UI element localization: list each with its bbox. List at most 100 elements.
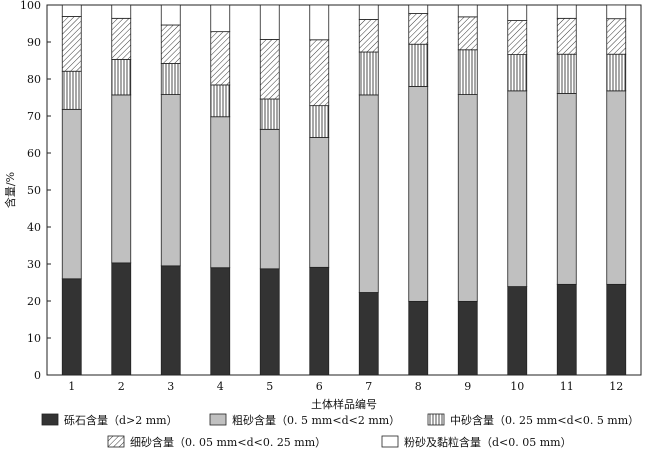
y-tick-label: 30 (27, 258, 41, 271)
bar-segment-series-5 (61, 4, 82, 17)
x-tick-label: 7 (365, 380, 372, 393)
bar-group-6 (309, 4, 330, 376)
legend-item-3: 中砂含量（0. 25 mm<d<0. 5 mm） (427, 413, 639, 427)
y-tick-label: 50 (27, 184, 41, 197)
bar-segment-series-5 (210, 4, 231, 33)
bar-group-10 (507, 4, 528, 376)
bar-segment-series-3 (210, 84, 231, 118)
bar-group-9 (457, 4, 478, 376)
bar-group-5 (259, 4, 280, 376)
x-tick-label: 9 (464, 380, 471, 393)
x-tick-label: 4 (217, 380, 224, 393)
legend-item-5: 粉砂及黏粒含量（d<0. 05 mm） (381, 435, 572, 449)
bar-segment-series-4 (408, 13, 429, 45)
legend-item-2: 粗砂含量（0. 5 mm<d<2 mm） (209, 413, 400, 427)
bar-segment-series-4 (259, 39, 280, 100)
x-tick-label: 2 (118, 380, 125, 393)
bar-segment-series-4 (358, 19, 379, 53)
bar-segment-series-2 (457, 94, 478, 302)
x-axis-title: 土体样品编号 (311, 397, 377, 411)
legend-swatch (107, 435, 125, 448)
legend-label: 细砂含量（0. 05 mm<d<0. 25 mm） (130, 435, 326, 449)
bar-segment-series-5 (259, 4, 280, 40)
x-tick-label: 11 (560, 380, 574, 393)
y-tick-label: 90 (27, 36, 41, 49)
bar-segment-series-1 (111, 262, 132, 376)
bar-segment-series-2 (507, 90, 528, 287)
bar-group-3 (160, 4, 181, 376)
bar-segment-series-2 (309, 137, 330, 268)
bar-segment-series-1 (160, 265, 181, 376)
bar-segment-series-3 (457, 49, 478, 95)
y-tick-label: 60 (27, 147, 41, 160)
bar-segment-series-4 (606, 18, 627, 55)
bar-segment-series-5 (309, 4, 330, 41)
bar-segment-series-1 (457, 300, 478, 376)
bar-segment-series-2 (61, 108, 82, 280)
bar-segment-series-2 (556, 93, 577, 285)
bar-segment-series-4 (457, 16, 478, 51)
bar-group-12 (606, 4, 627, 376)
bar-segment-series-1 (606, 283, 627, 376)
bar-segment-series-2 (259, 128, 280, 270)
y-tick-label: 80 (27, 73, 41, 86)
bars (61, 4, 627, 376)
bar-group-1 (61, 4, 82, 376)
bar-group-4 (210, 4, 231, 376)
bar-segment-series-1 (507, 286, 528, 376)
bar-segment-series-4 (160, 24, 181, 64)
bar-segment-series-3 (259, 98, 280, 130)
legend: 砾石含量（d>2 mm） 粗砂含量（0. 5 mm<d<2 mm） 中砂含量（0. … (41, 413, 639, 449)
x-tick-label: 1 (68, 380, 75, 393)
bar-segment-series-1 (61, 278, 82, 376)
x-tick-label: 3 (167, 380, 174, 393)
bar-segment-series-3 (606, 53, 627, 92)
x-tick-label: 5 (266, 380, 273, 393)
bar-segment-series-4 (111, 17, 132, 60)
bar-segment-series-3 (160, 63, 181, 95)
bar-segment-series-5 (408, 4, 429, 14)
bar-segment-series-3 (556, 53, 577, 94)
bar-segment-series-1 (309, 266, 330, 376)
bar-segment-series-5 (606, 4, 627, 20)
bar-segment-series-1 (358, 292, 379, 376)
bar-segment-series-3 (309, 105, 330, 138)
legend-label: 砾石含量（d>2 mm） (64, 413, 178, 427)
bar-segment-series-5 (507, 4, 528, 21)
bar-segment-series-1 (210, 267, 231, 376)
bar-segment-series-3 (61, 70, 82, 110)
bar-group-2 (111, 4, 132, 376)
y-tick-label: 10 (27, 332, 41, 345)
y-tick-label: 0 (34, 369, 41, 382)
y-axis-title: 含量/% (3, 172, 17, 208)
y-tick-label: 100 (20, 0, 41, 12)
x-tick-label: 10 (510, 380, 524, 393)
bar-segment-series-5 (160, 4, 181, 26)
y-tick-label: 20 (27, 295, 41, 308)
x-tick-label: 12 (609, 380, 623, 393)
plot-frame (46, 4, 642, 376)
bar-segment-series-2 (606, 90, 627, 285)
bar-segment-series-1 (259, 268, 280, 376)
bar-segment-series-5 (556, 4, 577, 19)
x-tick-label: 6 (316, 380, 323, 393)
bar-segment-series-1 (556, 283, 577, 376)
bar-segment-series-1 (408, 300, 429, 376)
bar-segment-series-5 (111, 4, 132, 19)
legend-swatch (427, 413, 445, 426)
bar-segment-series-2 (160, 94, 181, 267)
bar-segment-series-3 (408, 43, 429, 87)
bar-group-8 (408, 4, 429, 376)
bar-segment-series-2 (111, 94, 132, 264)
legend-item-1: 砾石含量（d>2 mm） (41, 413, 178, 427)
x-tick-label: 8 (415, 380, 422, 393)
axis-labels: 含量/% 土体样品编号 (3, 172, 377, 411)
legend-item-4: 细砂含量（0. 05 mm<d<0. 25 mm） (107, 435, 326, 449)
bar-segment-series-2 (358, 94, 379, 293)
bar-segment-series-5 (358, 4, 379, 20)
bar-segment-series-4 (210, 31, 231, 86)
bar-segment-series-3 (358, 51, 379, 96)
legend-swatch (41, 413, 59, 426)
